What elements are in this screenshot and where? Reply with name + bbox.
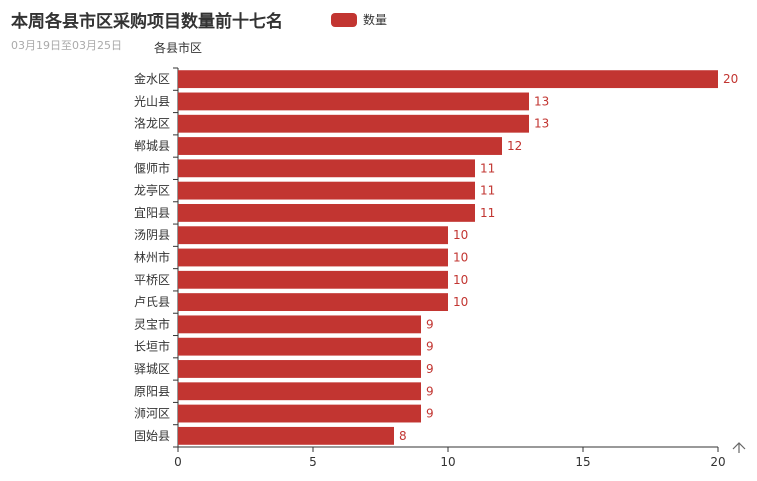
bar [178, 181, 475, 200]
bar-value-label: 11 [480, 184, 495, 198]
bar-value-label: 10 [453, 273, 468, 287]
category-label: 汤阴县 [134, 228, 170, 242]
bar [178, 226, 448, 245]
bar-value-label: 9 [426, 317, 434, 331]
category-label: 卢氏县 [134, 294, 170, 309]
bar-value-label: 13 [534, 117, 549, 131]
category-label: 郸城县 [134, 139, 170, 153]
category-label: 宜阳县 [134, 205, 170, 220]
category-label: 光山县 [134, 94, 170, 108]
chart-title: 本周各县市区采购项目数量前十七名 [11, 12, 283, 32]
bar-value-label: 9 [426, 384, 434, 398]
category-label: 灵宝市 [134, 316, 170, 331]
bar [178, 92, 529, 111]
legend-swatch [331, 12, 357, 27]
bar [178, 315, 421, 334]
bar-value-label: 13 [534, 94, 549, 108]
category-label: 洛龙区 [134, 116, 170, 131]
bar-value-label: 8 [399, 429, 407, 443]
legend-item-quantity[interactable]: 数量 [331, 11, 387, 28]
save-image-icon[interactable] [731, 440, 747, 454]
category-label: 金水区 [134, 71, 170, 86]
x-tick-label: 15 [575, 455, 590, 469]
bar-value-label: 11 [480, 161, 495, 175]
bar-value-label: 9 [426, 407, 434, 421]
category-label: 龙亭区 [134, 183, 170, 198]
bar [178, 114, 529, 133]
category-label: 浉河区 [134, 407, 170, 421]
bar [178, 159, 475, 178]
bar [178, 248, 448, 267]
bar [178, 137, 502, 155]
bar [178, 404, 421, 423]
x-tick-label: 20 [710, 455, 725, 469]
category-label: 固始县 [134, 429, 170, 443]
bar-value-label: 9 [426, 362, 434, 376]
bar [178, 70, 718, 89]
x-tick-label: 10 [440, 455, 455, 469]
bar-value-label: 11 [480, 206, 495, 220]
x-tick-label: 5 [309, 455, 317, 469]
bar [178, 426, 394, 445]
bar [178, 203, 475, 222]
bar-value-label: 9 [426, 340, 434, 354]
category-label: 驿城区 [134, 362, 170, 376]
y-axis-name: 各县市区 [154, 41, 203, 55]
category-label: 林州市 [134, 250, 170, 265]
category-label: 平桥区 [134, 273, 170, 287]
chart-subtitle: 03月19日至03月25日 [11, 39, 122, 52]
category-label: 偃师市 [134, 160, 170, 175]
bar-value-label: 12 [507, 139, 522, 153]
category-label: 原阳县 [134, 384, 170, 398]
bar [178, 337, 421, 356]
bar [178, 360, 421, 378]
bar-value-label: 10 [453, 295, 468, 309]
bar-value-label: 10 [453, 251, 468, 265]
legend-label: 数量 [363, 13, 388, 27]
category-label: 长垣市 [134, 339, 170, 354]
bar-value-label: 20 [723, 72, 738, 86]
bar [178, 293, 448, 312]
bar [178, 270, 448, 289]
bar-value-label: 10 [453, 228, 468, 242]
x-tick-label: 0 [174, 455, 182, 469]
bar [178, 382, 421, 401]
